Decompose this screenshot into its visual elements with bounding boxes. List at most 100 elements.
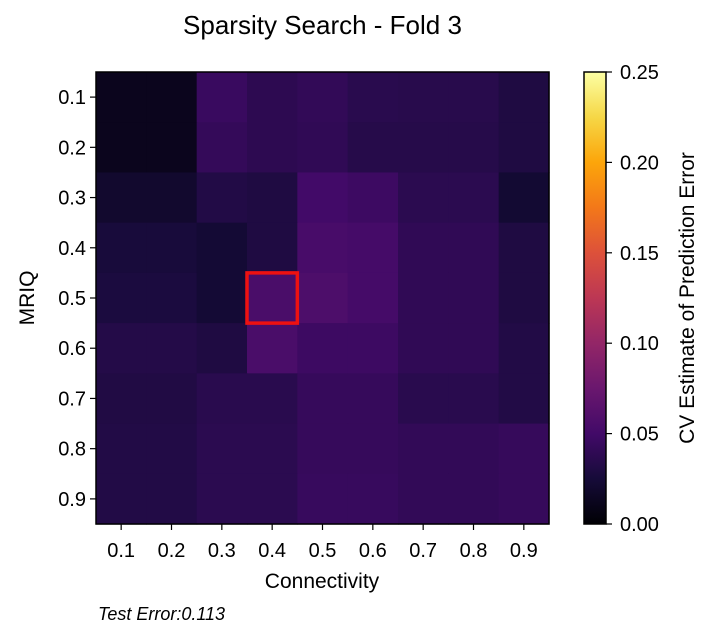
heatmap-cell [247,222,298,274]
colorbar [583,71,607,525]
heatmap-cell [146,172,198,224]
heatmap-cell [96,72,147,123]
y-tick-label: 0.6 [58,338,86,360]
heatmap-cell [96,272,147,324]
heatmap-cell [247,122,298,174]
heatmap-cell [297,323,349,374]
y-tick-label: 0.4 [58,238,86,260]
heatmap-cell [247,423,298,475]
y-tick-label: 0.2 [58,137,86,159]
heatmap-cell [448,222,500,274]
heatmap-cell [196,122,248,174]
test-error-note: Test Error:0.113 [98,604,226,624]
colorbar-ticks: 0.00 0.05 0.10 0.15 0.20 0.25 [606,62,659,536]
heatmap-cell [448,423,500,475]
heatmap-cell [398,272,449,324]
chart-title: Sparsity Search - Fold 3 [183,10,462,40]
colorbar-tick-label: 0.05 [620,424,659,446]
x-tick-label: 0.2 [158,540,186,562]
heatmap-cell [448,172,500,224]
y-tick-label: 0.7 [58,388,86,410]
y-tick-label: 0.8 [58,439,86,461]
heatmap-cell [247,473,298,525]
colorbar-tick-label: 0.20 [620,152,659,174]
heatmap-cell [146,272,198,324]
colorbar-tick-label: 0.25 [620,62,659,84]
highlight-box [245,271,300,325]
heatmap-cell [398,172,449,224]
heatmap-cell [196,222,248,274]
colorbar-tick-label: 0.00 [620,514,659,536]
heatmap-cell [146,72,198,123]
heatmap-cell [448,122,500,174]
heatmap-cell [498,122,550,174]
heatmap-cell [498,473,550,525]
heatmap-cell [448,373,500,425]
heatmap-cell [196,272,248,324]
heatmap-cell [498,323,550,374]
y-tick-label: 0.1 [58,87,86,109]
heatmap-cell [96,423,147,475]
y-tick-label: 0.5 [58,288,86,310]
heatmap-cell [247,172,298,224]
heatmap-cell [347,473,399,525]
heatmap-cell [347,373,399,425]
heatmap-cell [297,473,349,525]
colorbar-tick-label: 0.15 [620,243,659,265]
x-tick-label: 0.8 [460,540,488,562]
heatmap-cell [146,323,198,374]
heatmap-cell [398,72,449,123]
x-tick-label: 0.4 [258,540,286,562]
heatmap-cell [196,423,248,475]
heatmap-cell [498,272,550,324]
heatmap-cell [247,323,298,374]
heatmap-cell [297,72,349,123]
heatmap-cell [347,423,399,475]
heatmap-cell [96,373,147,425]
x-tick-label: 0.7 [409,540,437,562]
heatmap-cell [96,172,147,224]
heatmap-cell [96,473,147,525]
y-axis-ticks: 0.1 0.2 0.3 0.4 0.5 0.6 0.7 0.8 0.9 [58,87,96,511]
heatmap-cell [498,72,550,123]
x-tick-label: 0.6 [359,540,387,562]
heatmap-cell [196,72,248,123]
heatmap-cell [347,172,399,224]
heatmap-cell [146,222,198,274]
heatmap-cell [398,323,449,374]
y-axis-label: MRIQ [16,271,39,326]
heatmap-cell [96,222,147,274]
heatmap-cell [146,373,198,425]
heatmap-cell [448,272,500,324]
heatmap-cell [398,423,449,475]
heatmap-cell [347,122,399,174]
heatmap-cell [297,222,349,274]
heatmap-cells [96,72,550,525]
heatmap-cell [96,122,147,174]
x-tick-label: 0.3 [208,540,236,562]
heatmap-cell [347,272,399,324]
heatmap-cell [347,222,399,274]
colorbar-tick-label: 0.10 [620,333,659,355]
heatmap-cell [498,373,550,425]
heatmap-cell [297,373,349,425]
heatmap-cell [347,72,399,123]
heatmap-cell [448,323,500,374]
heatmap-cell [498,172,550,224]
heatmap-cell [448,473,500,525]
heatmap-cell [146,473,198,525]
heatmap-cell [498,222,550,274]
colorbar-label: CV Estimate of Prediction Error [676,152,699,444]
heatmap-cell [398,473,449,525]
heatmap-cell [297,122,349,174]
heatmap-cell [398,373,449,425]
heatmap-cell [448,72,500,123]
x-tick-label: 0.9 [510,540,538,562]
y-tick-label: 0.3 [58,188,86,210]
heatmap-cell [347,323,399,374]
heatmap-cell [247,272,298,324]
y-tick-label: 0.9 [58,489,86,511]
heatmap-cell [297,272,349,324]
